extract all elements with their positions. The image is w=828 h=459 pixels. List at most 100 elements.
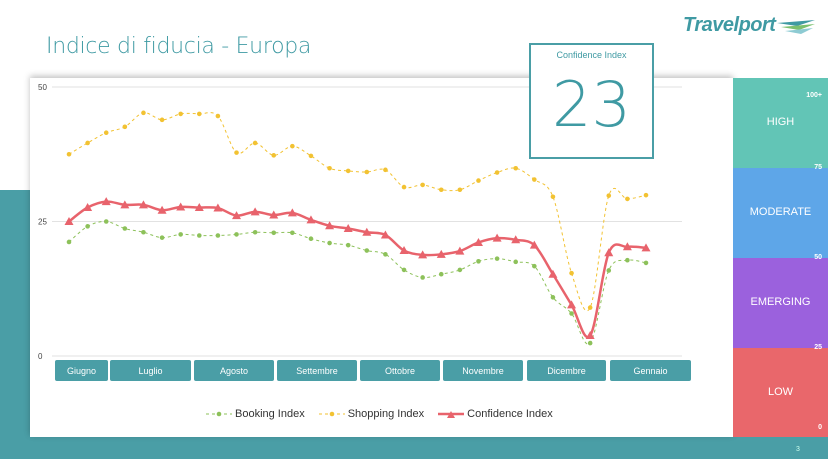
data-point [401,267,407,273]
data-point-marker [455,246,465,255]
series-line-shopping-index [68,112,647,312]
data-point [141,110,146,116]
page-title: Indice di fiducia - Europa [46,34,312,59]
data-point-marker [473,237,483,246]
data-point [66,239,72,245]
data-point [159,235,165,240]
data-point-marker [194,203,204,212]
month-label-ottobre[interactable]: Ottobre [360,360,440,381]
y-tick-label: 0 [38,352,43,361]
data-point [103,219,109,224]
month-label-novembre[interactable]: Novembre [443,360,523,381]
line-chart: 0 25 50 [38,83,682,361]
data-point-marker [176,202,186,211]
page-number: 3 [796,446,800,453]
data-point [234,232,239,237]
data-point [420,275,425,280]
data-point-marker [567,300,577,309]
month-label-gennaio[interactable]: Gennaio [610,360,691,381]
legend-label: Confidence Index [467,408,553,420]
month-label-giugno[interactable]: Giugno [55,360,108,381]
logo-wings-icon [777,19,816,34]
legend-shopping[interactable]: Shopping Index [318,408,424,420]
band-tick: 100+ [806,92,822,99]
data-point-marker [511,235,521,244]
confidence-value: 23 [552,68,631,141]
band-moderate: 75 MODERATE [733,164,828,258]
band-label: EMERGING [750,296,811,308]
data-point-marker [83,203,93,212]
data-point [494,256,500,261]
data-point [327,165,332,171]
band-emerging: 50 EMERGING [733,254,828,348]
data-point [122,124,128,130]
data-point [215,233,221,238]
data-point-marker [213,203,223,212]
data-point-marker [138,200,148,209]
confidence-label: Confidence Index [556,50,627,60]
band-label: MODERATE [749,206,812,218]
data-point [532,177,537,182]
footer-band [0,437,828,459]
data-point-marker [64,217,74,225]
data-point-marker [287,208,297,217]
month-label-agosto[interactable]: Agosto [194,360,274,381]
data-point-marker [101,197,111,206]
data-point [196,111,202,117]
data-point [550,295,556,300]
data-point [290,143,295,149]
month-label-dicembre[interactable]: Dicembre [527,360,606,381]
band-high: 100+ HIGH [733,78,828,168]
data-point [587,305,593,310]
legend-confidence[interactable]: Confidence Index [438,408,553,420]
logo-text: Travelport [683,14,776,36]
month-label-luglio[interactable]: Luglio [110,360,191,381]
data-point [476,259,481,264]
data-point [513,259,519,265]
data-point [438,271,444,277]
data-point-marker [157,205,167,214]
data-point [550,194,556,200]
index-scale: 100+ HIGH 75 MODERATE 50 EMERGING 25 LOW 0 [733,78,828,437]
data-point-marker [269,210,279,219]
confidence-index-box: Confidence Index 23 [529,43,654,159]
data-point [364,248,370,253]
data-point-marker [362,227,372,236]
data-point [159,117,165,123]
data-point [364,169,370,175]
data-point [383,252,388,257]
data-point [643,192,649,198]
data-point [308,153,314,159]
band-tick: 25 [814,344,822,351]
data-point [66,151,72,157]
data-point-marker [399,246,409,255]
data-point [215,113,221,119]
data-point-marker [120,200,130,209]
legend-booking[interactable]: Booking Index [206,408,305,420]
data-point [85,224,90,229]
data-point-marker [250,207,260,216]
data-point-marker [585,331,595,340]
month-label-settembre[interactable]: Settembre [277,360,357,381]
data-point [271,230,277,236]
data-point-marker [306,215,316,224]
data-point [494,170,500,175]
data-point [252,229,258,235]
data-point [438,187,444,193]
data-point [308,236,314,242]
data-point-marker [492,233,502,242]
band-tick: 50 [814,254,822,261]
data-point [420,182,425,188]
band-tick-zero: 0 [818,424,822,431]
y-tick-label: 25 [38,218,47,227]
data-point [457,187,463,193]
band-tick: 75 [814,164,822,171]
data-point [476,178,481,183]
data-point [532,263,537,269]
data-point [569,311,574,316]
data-point [401,184,407,190]
data-point [345,242,351,248]
legend-label: Booking Index [235,408,305,420]
y-tick-label: 50 [38,83,47,92]
data-point [85,140,90,146]
